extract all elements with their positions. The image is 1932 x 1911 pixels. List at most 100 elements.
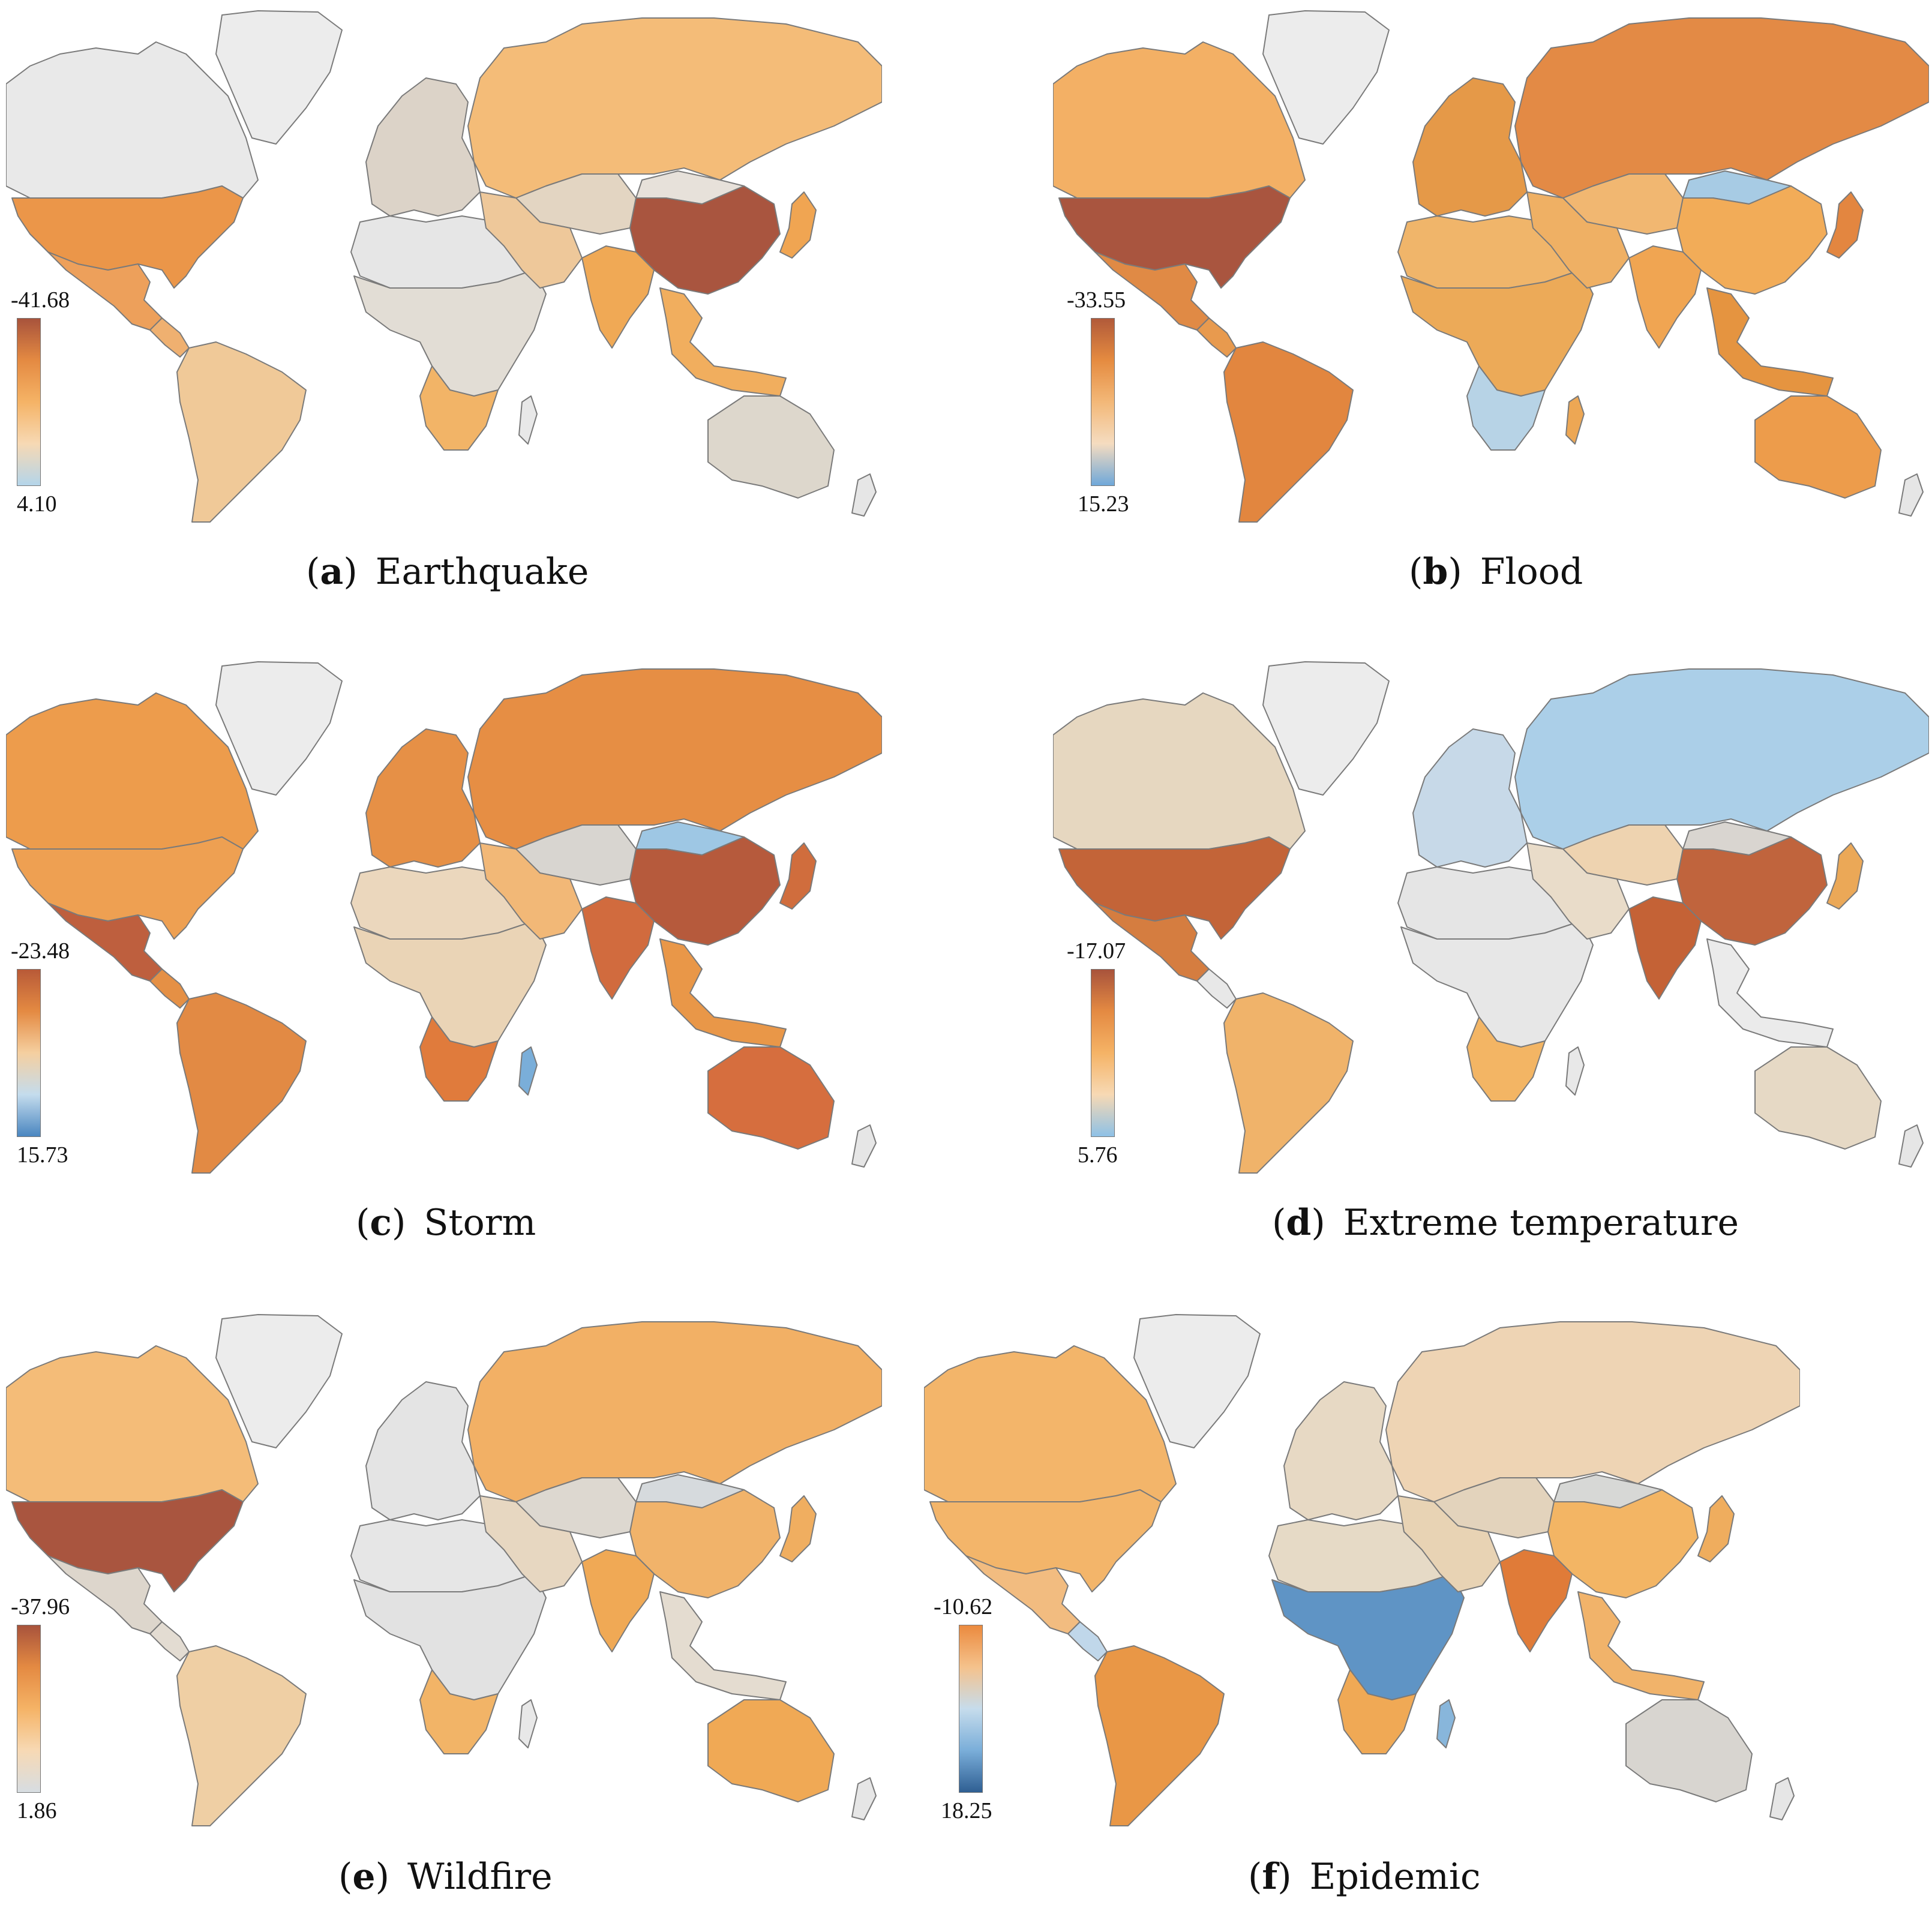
region-australia xyxy=(707,1699,835,1802)
panel-letter: e xyxy=(352,1856,376,1898)
region-southern-africa xyxy=(419,1016,499,1102)
region-subsaharan-africa xyxy=(1400,269,1594,397)
region-canada xyxy=(1053,692,1306,850)
colorbar-max-label: -17.07 xyxy=(1067,938,1126,964)
region-australia xyxy=(1754,1046,1882,1150)
choropleth-map-d xyxy=(1053,661,1929,1174)
panel-caption-d: (d) Extreme temperature xyxy=(1272,1202,1739,1244)
region-southeast-asia xyxy=(659,1591,787,1700)
region-madagascar xyxy=(518,395,538,445)
region-madagascar xyxy=(518,1046,538,1096)
region-greenland xyxy=(215,10,343,145)
panel-caption-c: (c) Storm xyxy=(356,1202,536,1244)
colorbar-min-label: 4.10 xyxy=(17,491,57,517)
region-greenland xyxy=(1133,1314,1261,1448)
panel-title: Earthquake xyxy=(375,551,589,593)
choropleth-map-a xyxy=(6,10,882,523)
region-greenland xyxy=(215,661,343,796)
region-china xyxy=(629,1489,781,1598)
region-australia xyxy=(1625,1699,1753,1802)
region-central-america xyxy=(1196,968,1237,1009)
panel-caption-e: (e) Wildfire xyxy=(338,1856,553,1898)
region-middle-east xyxy=(479,191,583,289)
colorbar-d xyxy=(1091,969,1115,1137)
colorbar-max-label: -41.68 xyxy=(11,287,70,313)
region-southeast-asia xyxy=(659,938,787,1048)
region-south-america xyxy=(176,341,307,523)
region-japan xyxy=(1826,842,1864,910)
colorbar-min-label: 1.86 xyxy=(17,1798,57,1823)
region-new-zealand xyxy=(851,1124,877,1168)
region-australia xyxy=(1754,395,1882,499)
region-middle-east xyxy=(479,1495,583,1592)
region-new-zealand xyxy=(1898,1124,1924,1168)
region-south-america xyxy=(1223,992,1354,1174)
colorbar-min-label: 15.73 xyxy=(17,1142,68,1168)
colorbar-min-label: 15.23 xyxy=(1078,491,1129,517)
colorbar-max-label: -23.48 xyxy=(11,938,70,964)
panel-title: Storm xyxy=(424,1202,536,1244)
region-central-america xyxy=(149,317,190,358)
region-southern-africa xyxy=(419,1669,499,1754)
region-central-america xyxy=(149,968,190,1009)
region-south-america xyxy=(1094,1645,1225,1826)
region-new-zealand xyxy=(1769,1777,1795,1820)
region-southeast-asia xyxy=(1706,938,1834,1048)
region-canada xyxy=(6,41,259,199)
region-subsaharan-africa xyxy=(353,920,547,1048)
region-middle-east xyxy=(1526,191,1630,289)
colorbar-max-label: -33.55 xyxy=(1067,287,1126,313)
region-russia xyxy=(467,1321,882,1502)
colorbar-min-label: 18.25 xyxy=(941,1798,992,1823)
region-india xyxy=(1628,896,1702,1000)
panel-caption-b: (b) Flood xyxy=(1409,551,1583,593)
colorbar-f xyxy=(959,1625,983,1793)
region-southern-africa xyxy=(1337,1669,1417,1754)
panel-caption-a: (a) Earthquake xyxy=(306,551,589,593)
region-subsaharan-africa xyxy=(353,269,547,397)
colorbar-e xyxy=(17,1625,41,1793)
region-new-zealand xyxy=(851,1777,877,1820)
panel-letter: f xyxy=(1262,1856,1278,1898)
region-southern-africa xyxy=(419,365,499,451)
choropleth-map-f xyxy=(924,1314,1800,1826)
region-middle-east xyxy=(1526,842,1630,940)
region-central-america xyxy=(149,1621,190,1661)
region-india xyxy=(1628,245,1702,349)
region-china xyxy=(629,836,781,946)
region-southern-africa xyxy=(1466,365,1546,451)
region-japan xyxy=(1697,1495,1735,1562)
region-china xyxy=(1676,185,1828,295)
region-subsaharan-africa xyxy=(1400,920,1594,1048)
region-russia xyxy=(467,17,882,199)
region-india xyxy=(581,896,655,1000)
region-greenland xyxy=(1262,661,1390,796)
region-australia xyxy=(707,1046,835,1150)
region-madagascar xyxy=(1565,395,1585,445)
region-central-america xyxy=(1196,317,1237,358)
choropleth-map-b xyxy=(1053,10,1929,523)
region-india xyxy=(1499,1549,1573,1652)
region-china xyxy=(1676,836,1828,946)
region-japan xyxy=(779,842,817,910)
region-central-america xyxy=(1067,1621,1108,1661)
region-middle-east xyxy=(479,842,583,940)
panel-title: Epidemic xyxy=(1309,1856,1481,1898)
region-subsaharan-africa xyxy=(1271,1573,1465,1700)
region-greenland xyxy=(1262,10,1390,145)
region-southeast-asia xyxy=(659,287,787,397)
choropleth-map-e xyxy=(6,1314,882,1826)
panel-letter: b xyxy=(1423,551,1448,593)
region-europe xyxy=(365,77,481,217)
region-australia xyxy=(707,395,835,499)
region-russia xyxy=(1514,668,1929,850)
colorbar-c xyxy=(17,969,41,1137)
region-madagascar xyxy=(518,1699,538,1748)
region-southeast-asia xyxy=(1706,287,1834,397)
colorbar-max-label: -10.62 xyxy=(934,1594,993,1619)
region-europe xyxy=(365,728,481,868)
region-southern-africa xyxy=(1466,1016,1546,1102)
choropleth-map-c xyxy=(6,661,882,1174)
region-south-america xyxy=(1223,341,1354,523)
region-japan xyxy=(1826,191,1864,259)
